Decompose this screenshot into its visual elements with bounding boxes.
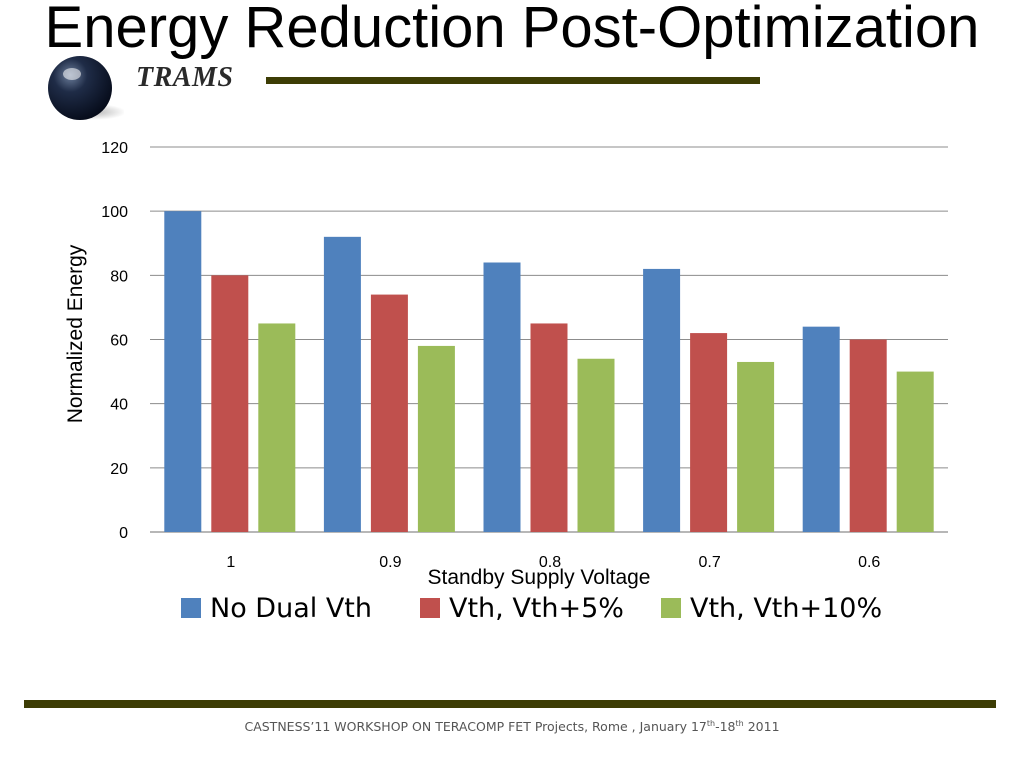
x-tick-label: 0.8 (539, 554, 561, 571)
bar (690, 333, 728, 532)
y-tick-label: 100 (101, 204, 128, 221)
y-tick-label: 120 (101, 140, 128, 157)
legend-label: Vth, Vth+10% (690, 592, 883, 624)
chart-legend: No Dual Vth Vth, Vth+5% Vth, Vth+10% (0, 590, 1024, 630)
y-tick-label: 0 (119, 525, 128, 542)
x-tick-label: 1 (226, 554, 235, 571)
y-tick-label: 60 (110, 333, 128, 350)
x-tick-label: 0.7 (698, 554, 720, 571)
x-tick-label: 0.9 (379, 554, 401, 571)
footer-sup-1: th (706, 719, 716, 728)
bar (802, 326, 840, 532)
legend-swatch (661, 598, 681, 618)
bar (530, 323, 568, 532)
y-tick-label: 40 (110, 397, 128, 414)
logo-sphere-icon (48, 56, 126, 120)
bar (323, 236, 361, 533)
slide-title: Energy Reduction Post-Optimization (44, 0, 980, 60)
bar (849, 339, 887, 532)
footer-rule (24, 700, 996, 708)
legend-label: No Dual Vth (210, 592, 372, 624)
bar (417, 345, 455, 532)
footer-text: CASTNESS’11 WORKSHOP ON TERACOMP FET Pro… (0, 719, 1024, 734)
bar (643, 268, 681, 532)
legend-swatch (181, 598, 201, 618)
x-tick-label: 0.6 (858, 554, 880, 571)
y-tick-label: 20 (110, 461, 128, 478)
bar (483, 262, 521, 532)
bar (370, 294, 408, 532)
bar (896, 371, 934, 532)
y-tick-label: 80 (110, 268, 128, 285)
trams-logo: TRAMS (44, 54, 244, 124)
footer-sup-2: th (735, 719, 744, 728)
legend-item: Vth, Vth+10% (661, 590, 882, 626)
bar (577, 358, 615, 532)
legend-label: Vth, Vth+5% (449, 592, 624, 624)
title-rule (266, 77, 760, 84)
footer-text-main: CASTNESS’11 WORKSHOP ON TERACOMP FET Pro… (244, 719, 707, 735)
bar-chart: 0 20 40 60 80 100 120 1 0.9 0.8 0.7 0.6 Normalized… (64, 140, 948, 589)
y-axis-label: Normalized Energy (64, 244, 87, 423)
footer-text-mid: -18 (715, 719, 736, 735)
logo-text: TRAMS (136, 62, 234, 93)
bar (211, 275, 249, 532)
footer-text-end: 2011 (743, 719, 780, 735)
legend-item: Vth, Vth+5% (420, 590, 624, 626)
legend-item: No Dual Vth (181, 590, 372, 626)
x-axis-label: Standby Supply Voltage (427, 566, 650, 589)
bar (164, 211, 202, 532)
bar (737, 361, 775, 532)
bar (258, 323, 296, 532)
legend-swatch (420, 598, 440, 618)
